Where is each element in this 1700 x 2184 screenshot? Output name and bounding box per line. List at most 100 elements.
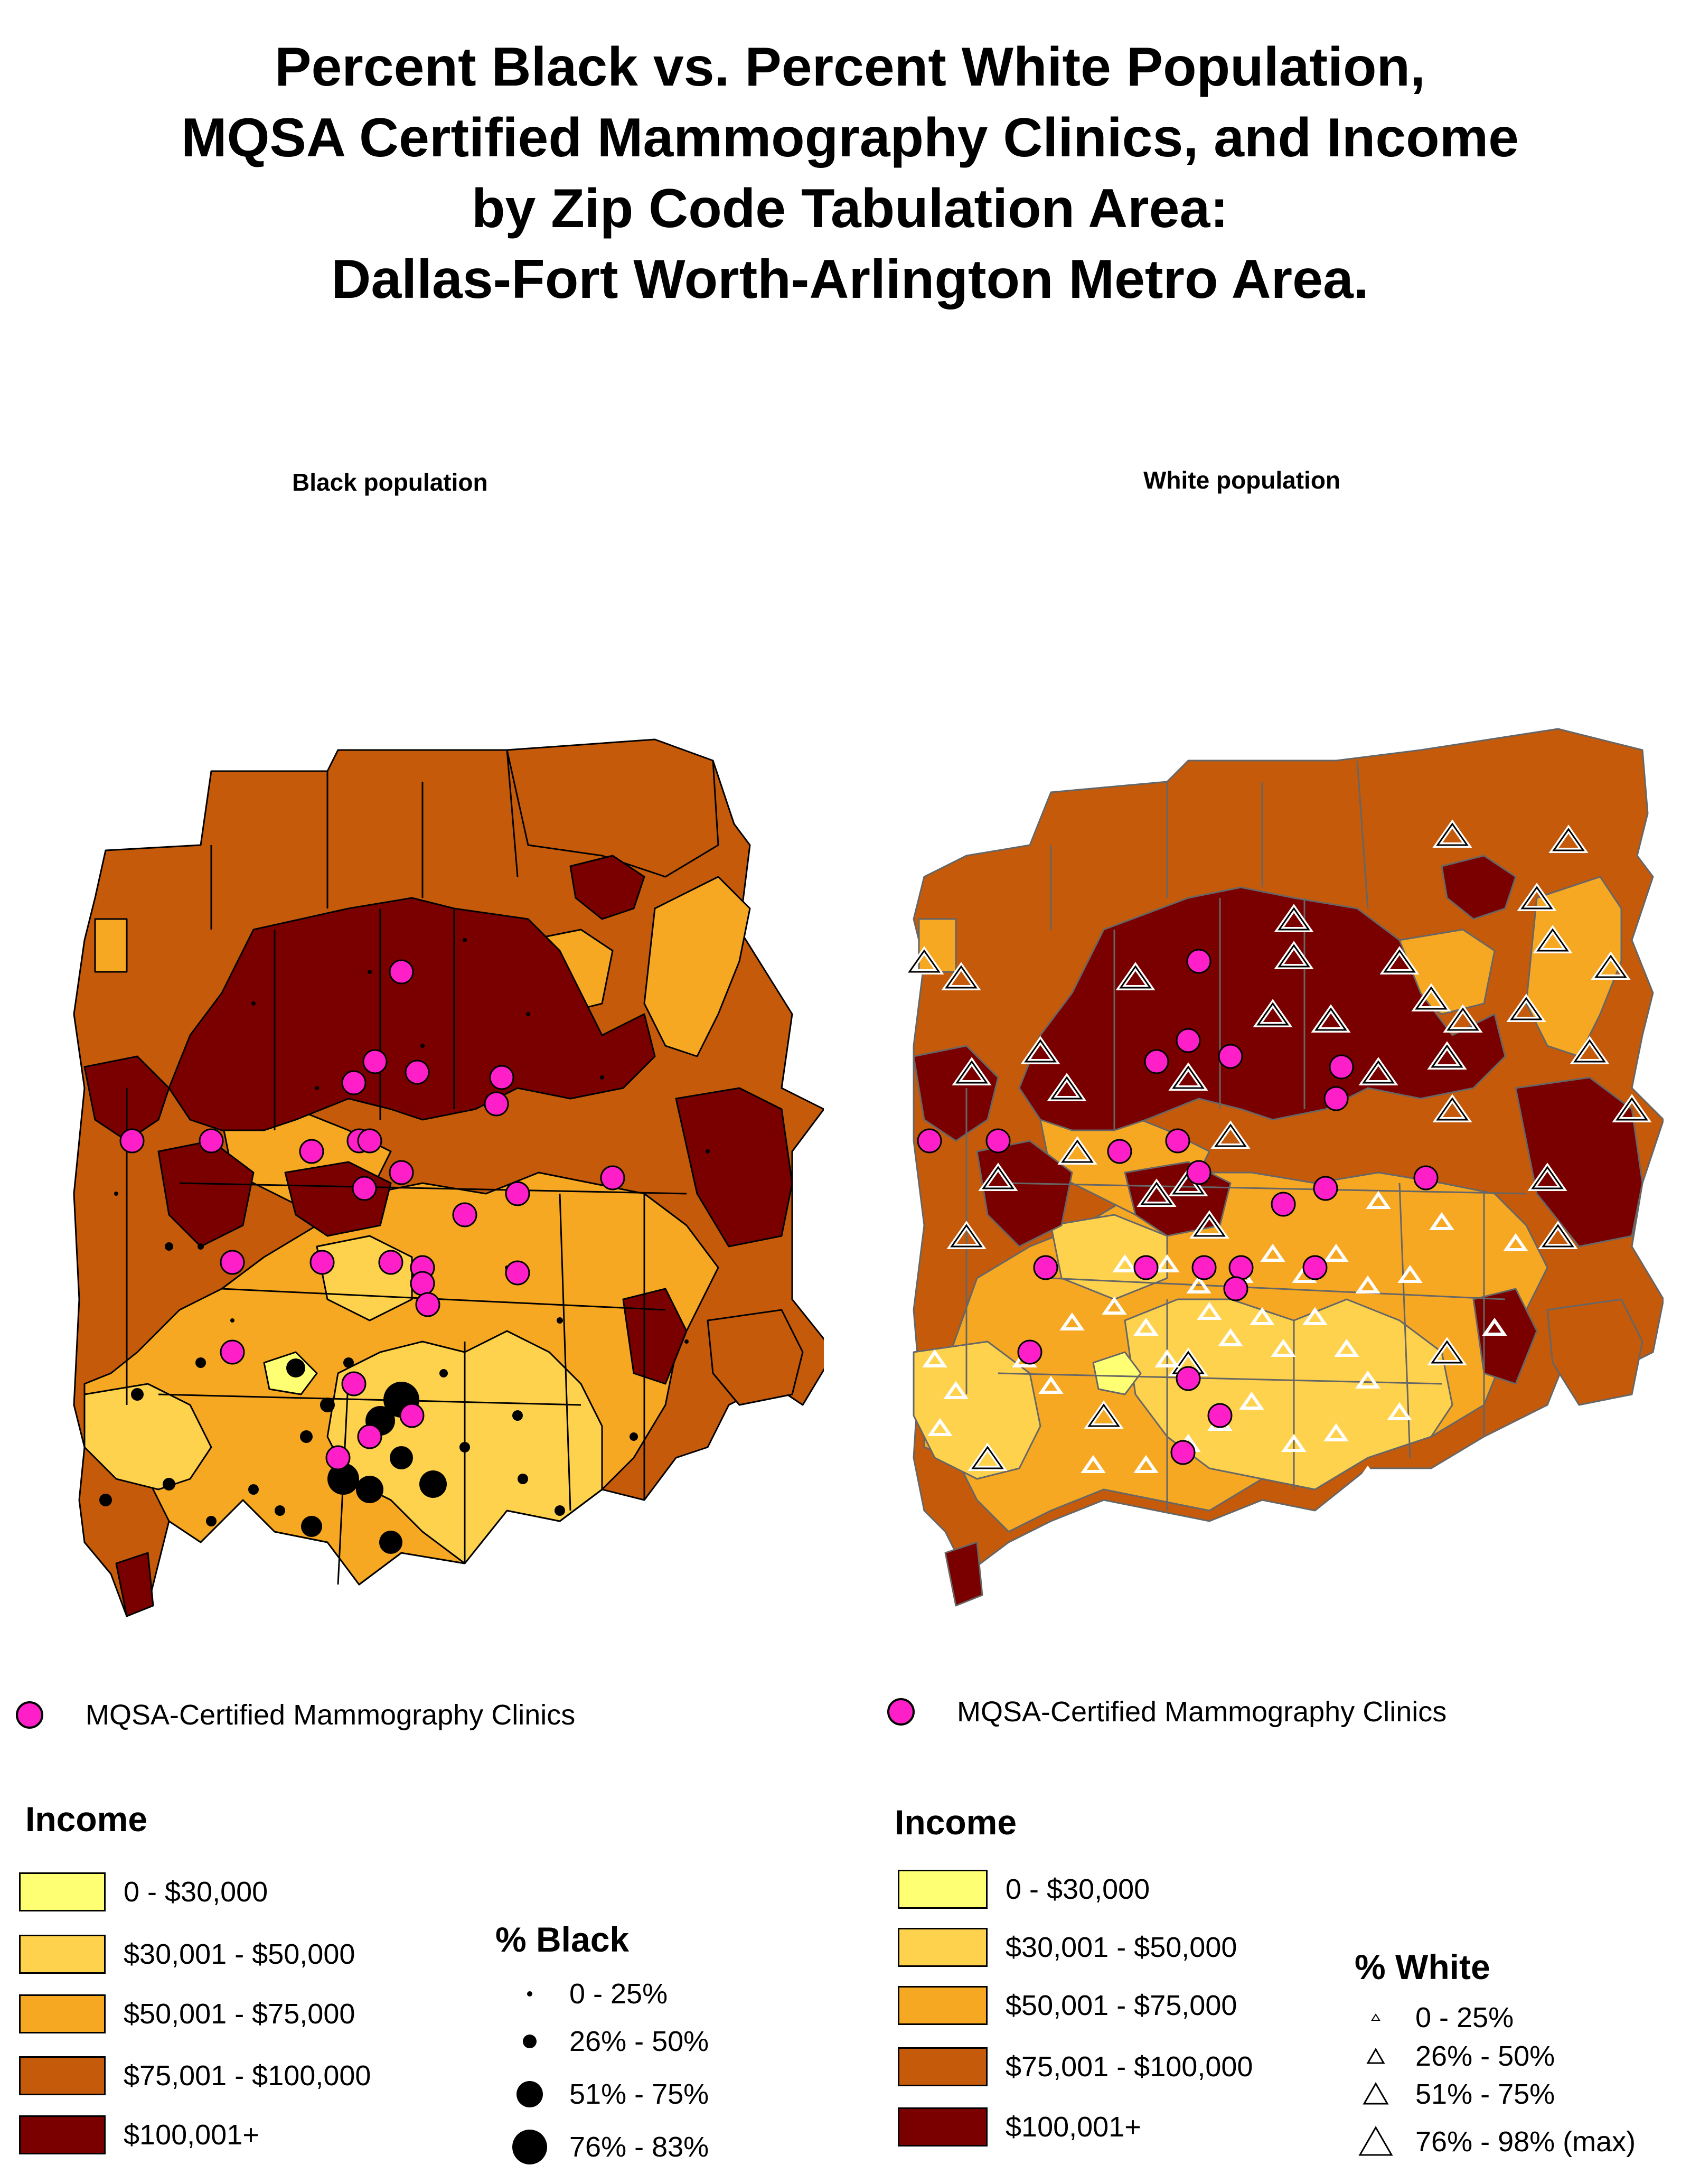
black-dot	[248, 1484, 259, 1495]
income-class-right-2: $30,001 - $50,000	[898, 1928, 1237, 1967]
white-triangle	[1542, 1224, 1574, 1248]
zone-se-100k-plus	[622, 1288, 688, 1385]
clinic-marker	[399, 1403, 425, 1428]
black-dot	[165, 1242, 173, 1251]
white-triangle	[1616, 1097, 1648, 1121]
zone-core-100k-plus	[168, 897, 656, 1131]
clinic-marker	[1313, 1176, 1338, 1201]
income-swatch	[898, 1986, 988, 2025]
white-percent-symbols-inner	[908, 822, 1648, 1469]
zone-low-income	[1092, 1351, 1142, 1395]
white-triangle-small	[1271, 1338, 1296, 1357]
clinic-marker	[119, 1128, 145, 1154]
white-triangle	[1594, 954, 1627, 978]
zone-east-100k-plus	[675, 1087, 793, 1248]
clinic-marker	[1176, 1028, 1201, 1053]
white-triangle-small	[1260, 1243, 1285, 1262]
white-legend-triangle	[1371, 2013, 1380, 2021]
white-triangle	[950, 1224, 983, 1248]
title-line-3: by Zip Code Tabulation Area:	[472, 178, 1228, 239]
black-dot	[206, 1516, 217, 1526]
black-dot	[526, 1012, 530, 1016]
black-dot	[343, 1357, 354, 1368]
white-triangle	[1447, 1007, 1479, 1031]
clinic-marker	[405, 1060, 430, 1085]
income-class-left-2: $30,001 - $50,000	[19, 1935, 355, 1974]
clinic-marker	[600, 1165, 625, 1191]
white-triangle-small	[1239, 1391, 1264, 1410]
white-triangle-small	[1218, 1328, 1243, 1346]
white-triangle	[1314, 1007, 1347, 1031]
black-dot	[198, 1243, 204, 1250]
black-legend-dot	[516, 2081, 543, 2107]
zone-ne-100k-plus	[1441, 855, 1517, 920]
clinic-marker	[484, 1091, 509, 1117]
white-triangle-small	[1503, 1233, 1528, 1251]
white-triangle-small	[1059, 1312, 1085, 1330]
clinic-marker	[378, 1250, 403, 1275]
clinic-marker	[357, 1128, 382, 1154]
income-class-label: $100,001+	[1006, 2111, 1141, 2143]
clinic-marker	[1186, 949, 1211, 974]
white-triangle-small	[1154, 1349, 1180, 1367]
black-dot	[300, 1430, 313, 1443]
white-triangle	[1552, 828, 1585, 851]
black-dot	[518, 1474, 528, 1484]
black-legend-dot	[527, 1991, 532, 1996]
white-triangle	[1383, 949, 1416, 973]
right-panel-subtitle: White population	[1143, 466, 1341, 494]
clinic-marker	[1329, 1054, 1354, 1080]
income-class-right-1: 0 - $30,000	[898, 1870, 1150, 1909]
clinic-marker	[1302, 1255, 1328, 1280]
white-triangle-small	[927, 1418, 953, 1436]
white-triangle	[1119, 965, 1152, 989]
clinic-marker	[1133, 1255, 1159, 1280]
white-class-label: 0 - 25%	[1415, 2002, 1514, 2033]
white-triangle	[1510, 997, 1543, 1020]
white-triangle-small	[1482, 1317, 1507, 1336]
clinic-marker	[1413, 1165, 1439, 1191]
white-triangle-small	[1281, 1433, 1307, 1452]
white-class-label: 76% - 98% (max)	[1415, 2126, 1636, 2158]
clinic-marker	[505, 1181, 530, 1206]
clinic-marker	[1107, 1139, 1132, 1164]
clinic-marker	[1186, 1160, 1211, 1185]
white-triangle	[1436, 822, 1469, 846]
income-class-label: $75,001 - $100,000	[1006, 2051, 1253, 2083]
clinic-marker	[985, 1128, 1011, 1154]
clinic-marker	[917, 1128, 942, 1154]
clinic-marker	[1191, 1255, 1217, 1280]
income-class-label: $30,001 - $50,000	[1006, 1932, 1237, 1963]
clinic-marker	[1271, 1192, 1296, 1217]
black-population-map	[73, 738, 824, 1617]
income-swatch	[898, 2107, 988, 2146]
black-dot	[706, 1149, 710, 1154]
clinic-marker	[452, 1202, 477, 1227]
income-class-label: $100,001+	[124, 2119, 259, 2151]
white-legend-triangle	[1358, 2125, 1393, 2156]
zone-east-100k-plus	[1515, 1076, 1643, 1248]
title-line-4: Dallas-Fort Worth-Arlington Metro Area.	[331, 249, 1369, 310]
clinic-marker	[1323, 1086, 1349, 1111]
white-triangle-small	[1102, 1296, 1127, 1315]
clinic-marker	[1170, 1440, 1196, 1465]
white-triangle-small	[1429, 1212, 1454, 1230]
white-triangle	[1431, 1340, 1463, 1364]
zone-west-50k-75k	[918, 918, 957, 973]
clinic-marker	[362, 1049, 388, 1074]
zone-se-100k-plus	[1472, 1288, 1538, 1385]
zone-sw-30k-50k	[83, 1383, 212, 1491]
income-swatch	[898, 1870, 988, 1909]
clinic-marker	[389, 1160, 414, 1185]
income-class-label: 0 - $30,000	[124, 1876, 268, 1908]
black-dot	[512, 1410, 523, 1421]
income-class-label: $50,001 - $75,000	[124, 1998, 355, 2030]
white-triangle-small	[1112, 1254, 1138, 1272]
left-panel-subtitle: Black population	[292, 468, 488, 496]
zone-se-far-75k	[707, 1309, 804, 1406]
white-triangle-small	[1197, 1301, 1222, 1320]
white-triangle	[1520, 886, 1553, 910]
black-dot	[420, 1044, 425, 1048]
black-dot	[557, 1317, 563, 1324]
white-triangle-small	[1397, 1264, 1423, 1283]
